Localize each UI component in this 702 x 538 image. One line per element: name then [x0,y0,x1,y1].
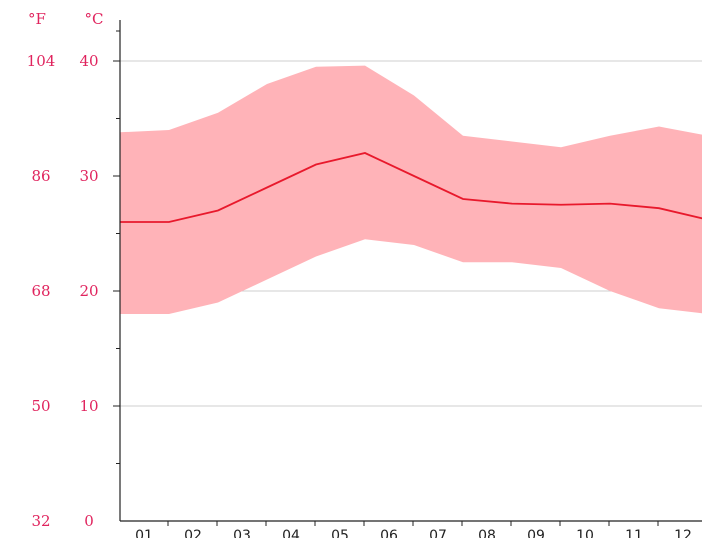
temperature-range-band [120,65,702,314]
month-tick-08: 08 [478,528,496,538]
fahrenheit-tick-104: 104 [27,52,56,70]
month-tick-12: 12 [674,528,692,538]
average-temperature-line [120,152,702,223]
month-tick-01: 01 [135,528,153,538]
celsius-tick-30: 30 [79,167,98,185]
month-tick-03: 03 [233,528,251,538]
month-tick-02: 02 [184,528,202,538]
month-tick-09: 09 [527,528,545,538]
celsius-tick-10: 10 [79,397,98,415]
celsius-unit-label: °C [85,10,104,28]
month-tick-05: 05 [331,528,349,538]
fahrenheit-tick-50: 50 [31,397,50,415]
celsius-tick-20: 20 [79,282,98,300]
fahrenheit-tick-86: 86 [31,167,50,185]
month-tick-06: 06 [380,528,398,538]
month-tick-07: 07 [429,528,447,538]
celsius-tick-0: 0 [84,512,94,530]
celsius-tick-40: 40 [79,52,98,70]
fahrenheit-unit-label: °F [28,10,46,28]
month-tick-04: 04 [282,528,300,538]
month-tick-11: 11 [625,528,643,538]
fahrenheit-tick-32: 32 [31,512,50,530]
fahrenheit-tick-68: 68 [31,282,50,300]
axes [113,20,702,526]
month-tick-10: 10 [576,528,594,538]
